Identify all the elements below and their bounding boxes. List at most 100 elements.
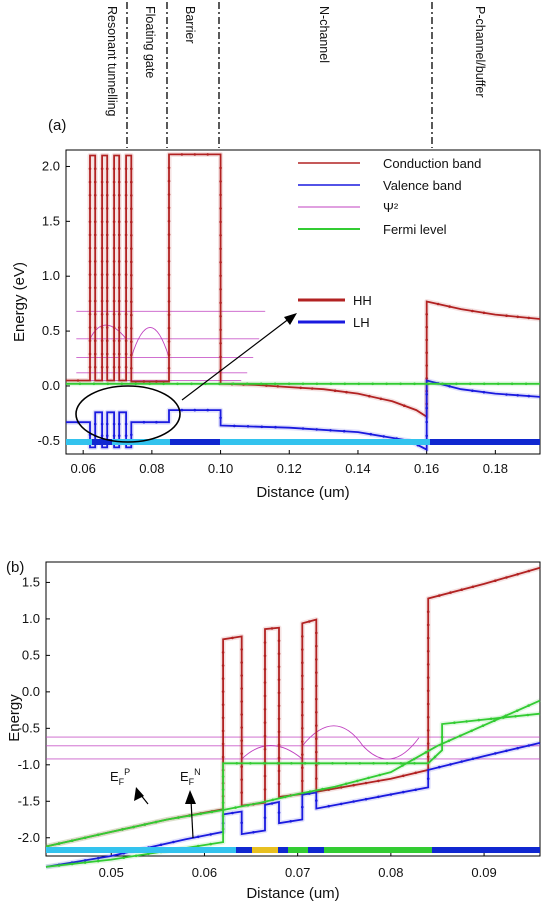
series-point bbox=[333, 389, 337, 393]
series-point bbox=[424, 751, 428, 754]
layer-strip-b bbox=[324, 847, 432, 853]
series-point bbox=[88, 207, 92, 210]
series-point bbox=[167, 300, 171, 303]
series-point bbox=[240, 674, 243, 677]
series-point bbox=[367, 776, 370, 780]
series-point bbox=[315, 750, 318, 754]
series-point bbox=[426, 689, 430, 693]
series-point bbox=[130, 234, 133, 237]
series-point bbox=[263, 708, 267, 711]
series-point bbox=[124, 193, 128, 197]
series-point bbox=[448, 385, 451, 388]
series-point bbox=[308, 790, 312, 793]
series-point bbox=[357, 382, 361, 386]
series-point bbox=[221, 801, 225, 804]
series-point bbox=[193, 153, 197, 156]
series-point bbox=[426, 623, 430, 627]
series-point bbox=[143, 823, 147, 826]
series-point bbox=[112, 339, 116, 343]
series-point bbox=[426, 729, 430, 732]
series-point bbox=[167, 246, 171, 250]
series-point bbox=[287, 382, 291, 386]
series-point bbox=[88, 273, 92, 276]
series-point bbox=[263, 748, 267, 751]
series-point bbox=[117, 233, 121, 237]
series-point bbox=[477, 718, 481, 722]
series-point bbox=[465, 720, 468, 723]
series-point bbox=[453, 721, 456, 724]
series-point bbox=[93, 422, 97, 426]
x-tick-label: 0.12 bbox=[277, 461, 302, 476]
series-point bbox=[93, 299, 97, 303]
series-point bbox=[342, 429, 346, 433]
series-point bbox=[172, 840, 175, 844]
series-point bbox=[100, 326, 104, 329]
x-tick-label: 0.18 bbox=[483, 461, 508, 476]
y-tick-label: 0.0 bbox=[22, 684, 40, 699]
series-point bbox=[105, 193, 109, 197]
series-point bbox=[130, 220, 133, 224]
series-point bbox=[277, 769, 281, 773]
series-point bbox=[124, 167, 128, 170]
series-point bbox=[315, 428, 319, 431]
series-point bbox=[130, 300, 133, 304]
series-point bbox=[426, 663, 430, 666]
series-point bbox=[219, 274, 222, 278]
series-point bbox=[124, 260, 128, 263]
series-point bbox=[167, 326, 171, 330]
series-point bbox=[345, 390, 348, 394]
series-point bbox=[221, 651, 225, 654]
y-tick-label: -1.5 bbox=[18, 793, 40, 808]
series-point bbox=[301, 661, 304, 664]
series-point bbox=[117, 352, 121, 356]
series-point bbox=[130, 167, 133, 171]
series-point bbox=[277, 782, 281, 786]
series-point bbox=[425, 377, 429, 380]
series-point bbox=[277, 678, 281, 681]
series-point bbox=[262, 762, 266, 765]
series-point bbox=[399, 762, 403, 765]
series-point bbox=[105, 220, 109, 223]
series-point bbox=[263, 774, 267, 778]
series-point bbox=[263, 734, 267, 738]
series-point bbox=[436, 302, 440, 306]
series-point bbox=[96, 833, 100, 837]
series-point bbox=[301, 713, 304, 717]
region-label-p-channel-buffer: P-channel/buffer bbox=[473, 6, 487, 98]
series-point bbox=[240, 726, 243, 729]
series-point bbox=[93, 167, 97, 170]
series-point bbox=[246, 425, 250, 428]
series-point bbox=[259, 382, 263, 386]
series-point bbox=[130, 260, 133, 264]
series-point bbox=[371, 382, 375, 386]
series-point bbox=[100, 422, 104, 426]
series-point bbox=[124, 313, 128, 316]
series-point bbox=[88, 233, 92, 237]
series-point bbox=[124, 180, 128, 184]
layer-strip-b bbox=[432, 847, 540, 853]
series-point bbox=[105, 313, 109, 316]
psi-wave bbox=[130, 326, 170, 358]
layer-strip-a bbox=[430, 439, 540, 445]
series-point bbox=[167, 193, 171, 196]
series-point bbox=[234, 806, 237, 809]
series-point bbox=[167, 273, 171, 277]
series-point bbox=[88, 313, 92, 316]
series-point bbox=[301, 740, 304, 743]
series-point bbox=[105, 180, 109, 184]
panel-a: Resonant tunnelling Floating gate Barrie… bbox=[11, 2, 541, 501]
series-point bbox=[489, 717, 493, 721]
series-line-conduction-band bbox=[45, 566, 541, 848]
series-point bbox=[301, 382, 305, 386]
series-point bbox=[88, 220, 92, 223]
legend-label-valence: Valence band bbox=[383, 178, 462, 193]
series-point bbox=[117, 313, 121, 316]
series-point bbox=[112, 352, 116, 356]
series-point bbox=[100, 299, 104, 303]
series-point bbox=[263, 641, 267, 644]
series-point bbox=[196, 835, 200, 839]
series-point bbox=[112, 286, 116, 290]
series-point bbox=[105, 207, 109, 210]
series-point bbox=[112, 207, 116, 210]
series-point bbox=[481, 724, 485, 727]
